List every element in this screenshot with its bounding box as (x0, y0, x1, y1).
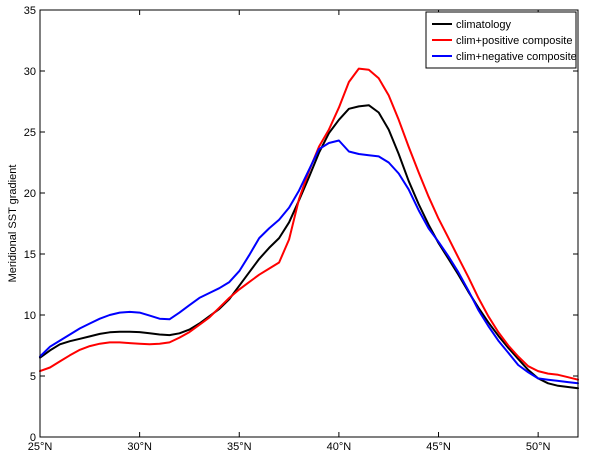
y-tick-label: 20 (24, 188, 36, 200)
legend-label: climatology (456, 19, 512, 31)
series-layer (39, 67, 579, 390)
y-tick-label: 0 (30, 432, 36, 444)
x-tick-label: 25°N (28, 441, 53, 453)
x-tick-label: 35°N (227, 441, 252, 453)
x-tick-label: 30°N (127, 441, 152, 453)
y-tick-label: 25 (24, 127, 36, 139)
x-tick-label: 45°N (426, 441, 451, 453)
y-tick-label: 35 (24, 5, 36, 17)
y-axis-ticks: 0 5 10 15 20 25 30 35 (24, 5, 578, 444)
x-tick-label: 40°N (327, 441, 352, 453)
y-tick-label: 10 (24, 310, 36, 322)
y-tick-label: 30 (24, 66, 36, 78)
legend-label: clim+negative composite (456, 51, 577, 63)
plot-frame (39, 9, 579, 438)
y-tick-label: 15 (24, 249, 36, 261)
series-line-climatology (39, 104, 579, 390)
y-axis-title: Meridional SST gradient (7, 165, 19, 283)
legend: climatology clim+positive composite clim+n… (425, 11, 577, 69)
y-tick-label: 5 (30, 371, 36, 383)
series-line-clim-negative-composite (39, 139, 579, 385)
legend-label: clim+positive composite (456, 35, 572, 47)
x-tick-label: 50°N (526, 441, 551, 453)
